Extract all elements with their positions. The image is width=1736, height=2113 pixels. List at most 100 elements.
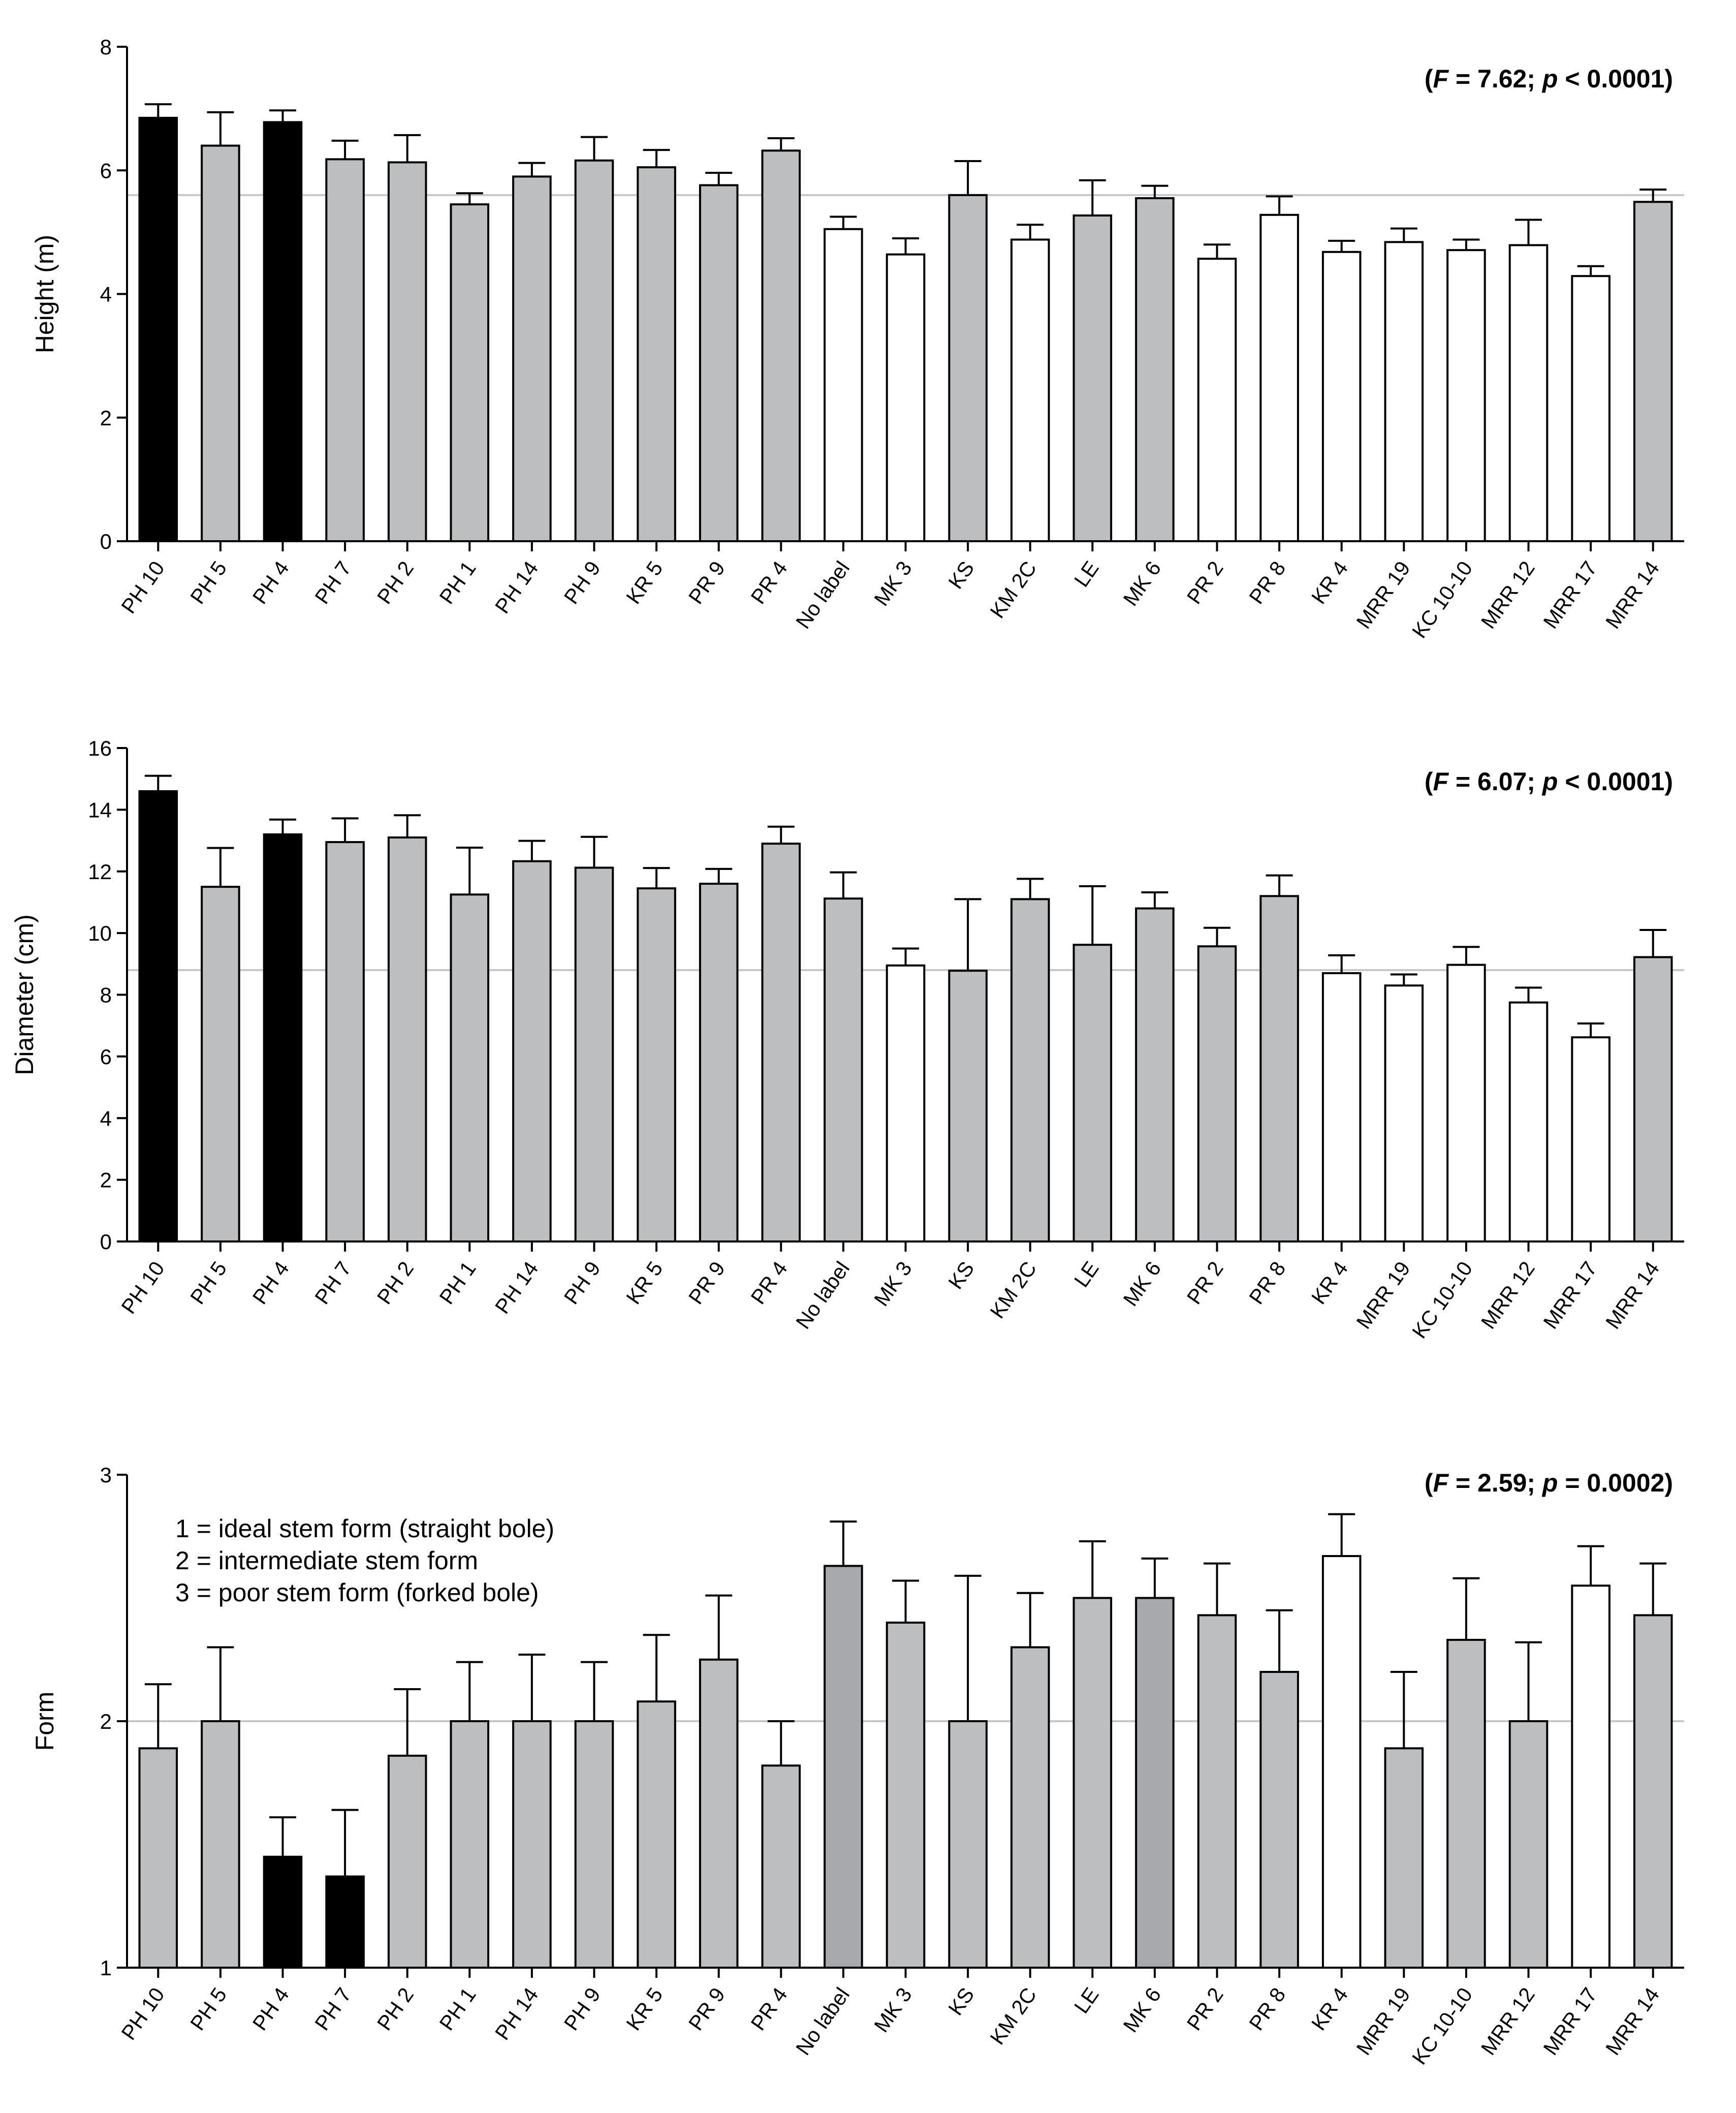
bar — [948, 1720, 988, 1969]
y-tick-label: 2 — [100, 1168, 112, 1192]
x-tick-label: MRR 19 — [1352, 1983, 1415, 2060]
x-tick-label: LE — [1069, 1983, 1103, 2017]
x-tick-label: PH 10 — [117, 1983, 169, 2044]
y-tick-label: 8 — [100, 35, 112, 59]
stat-stat-f-value: = 2.59; — [1448, 1469, 1542, 1497]
bar — [574, 1720, 614, 1969]
bar — [761, 149, 801, 542]
y-tick-label: 0 — [100, 530, 112, 553]
x-tick-label: LE — [1069, 1257, 1103, 1291]
bar — [886, 1622, 926, 1969]
bar — [824, 897, 863, 1242]
bar — [1010, 238, 1050, 543]
x-tick-label: PH 1 — [435, 1257, 481, 1309]
bar — [948, 194, 988, 542]
x-tick-label: LE — [1069, 557, 1103, 591]
x-tick-label: No label — [791, 1983, 854, 2060]
x-tick-label: MRR 14 — [1601, 1257, 1664, 1333]
x-tick-label: PH 14 — [490, 1257, 543, 1318]
x-tick-label: PH 4 — [248, 1257, 294, 1309]
stat-stat-p-value: < 0.0001) — [1558, 65, 1673, 93]
y-axis-title: Diameter (cm) — [10, 914, 39, 1075]
x-tick-label: PR 4 — [746, 557, 792, 608]
bar — [637, 1700, 676, 1969]
bar — [1508, 1720, 1549, 1969]
x-tick-label: KR 4 — [1307, 557, 1352, 608]
bar — [1010, 1646, 1050, 1969]
x-tick-label: KC 10-10 — [1407, 1983, 1477, 2069]
x-tick-label: PR 8 — [1245, 557, 1290, 608]
bar — [699, 184, 739, 542]
bar — [1321, 251, 1362, 543]
bar — [948, 970, 988, 1242]
y-axis-title: Form — [30, 1692, 59, 1751]
bar — [1197, 258, 1237, 542]
x-tick-label: PH 2 — [372, 557, 418, 608]
y-tick-label: 2 — [100, 1710, 112, 1733]
x-tick-label: KM 2C — [986, 1257, 1041, 1323]
stat-annotation: (F = 6.07; p < 0.0001) — [1425, 767, 1673, 796]
x-tick-label: PH 2 — [372, 1257, 418, 1309]
x-tick-label: PR 9 — [684, 1257, 730, 1309]
stat-stat-f-value: = 6.07; — [1448, 767, 1542, 796]
x-tick-label: MRR 19 — [1352, 1257, 1415, 1333]
x-tick-label: No label — [791, 1257, 854, 1333]
bar — [263, 833, 303, 1243]
bar — [325, 158, 365, 543]
y-tick-label: 8 — [100, 983, 112, 1007]
legend-line: 1 = ideal stem form (straight bole) — [175, 1514, 554, 1543]
bar — [201, 886, 240, 1242]
x-tick-label: KC 10-10 — [1407, 1257, 1477, 1343]
x-tick-label: MK 3 — [869, 1983, 917, 2037]
bar — [387, 1754, 427, 1969]
bar — [387, 161, 427, 543]
stat-stat-f-symbol: F — [1433, 65, 1449, 93]
x-tick-label: PR 2 — [1182, 1983, 1228, 2035]
bar — [512, 1720, 552, 1969]
bar — [450, 1720, 490, 1969]
x-tick-label: MRR 12 — [1476, 557, 1539, 633]
x-tick-label: PR 2 — [1182, 557, 1228, 608]
bar — [1384, 984, 1424, 1242]
bar — [138, 1747, 178, 1969]
bar — [1321, 1555, 1362, 1969]
bar — [512, 175, 552, 543]
bar — [824, 228, 863, 542]
y-tick-label: 10 — [88, 921, 112, 945]
x-tick-label: PR 4 — [746, 1983, 792, 2035]
x-tick-label: PH 5 — [185, 557, 231, 608]
bar — [824, 1565, 863, 1969]
x-tick-label: KC 10-10 — [1407, 557, 1477, 642]
bar — [699, 883, 739, 1242]
bar — [263, 1855, 303, 1969]
x-tick-label: PH 5 — [185, 1257, 231, 1309]
stat-annotation: (F = 7.62; p < 0.0001) — [1425, 65, 1673, 93]
x-tick-label: PH 1 — [435, 1983, 481, 2035]
legend-line: 3 = poor stem form (forked bole) — [175, 1578, 539, 1607]
bar — [325, 1875, 365, 1969]
stat-annotation: (F = 2.59; p = 0.0002) — [1425, 1469, 1673, 1497]
stat-stat-prefix: ( — [1425, 1469, 1433, 1497]
x-tick-label: PH 10 — [117, 557, 169, 618]
x-tick-label: MK 3 — [869, 557, 917, 610]
bar — [1384, 241, 1424, 542]
bar — [1072, 214, 1113, 542]
x-tick-label: KM 2C — [986, 1983, 1041, 2049]
x-tick-label: MRR 17 — [1539, 1983, 1602, 2060]
bar — [1508, 244, 1549, 542]
y-tick-label: 16 — [88, 736, 112, 760]
x-tick-label: PH 14 — [490, 1983, 543, 2044]
y-tick-label: 4 — [100, 283, 112, 306]
x-tick-label: KM 2C — [986, 557, 1041, 623]
x-tick-label: KR 5 — [622, 1257, 668, 1309]
x-tick-label: PH 10 — [117, 1257, 169, 1318]
bar — [1446, 249, 1486, 542]
stat-stat-f-symbol: F — [1433, 1469, 1449, 1497]
bar — [1633, 201, 1673, 542]
x-tick-label: MK 6 — [1119, 1257, 1166, 1311]
bar — [574, 159, 614, 543]
x-tick-label: MRR 14 — [1601, 557, 1664, 633]
y-tick-label: 6 — [100, 159, 112, 182]
y-tick-label: 12 — [88, 860, 112, 884]
